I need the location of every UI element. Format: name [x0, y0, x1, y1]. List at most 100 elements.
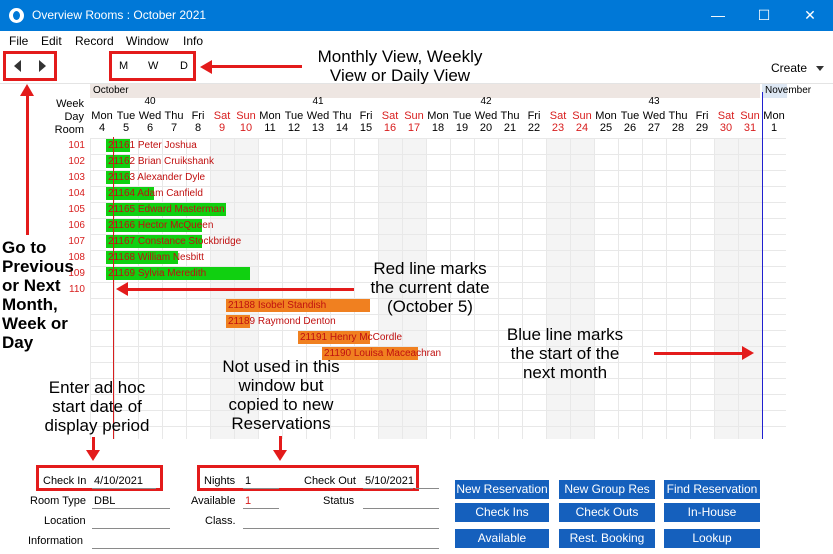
week-header: Week [56, 98, 84, 110]
reservation-bar[interactable]: 21167 Constance Stockbridge [106, 235, 241, 248]
reservation-bar[interactable]: 21165 Edward Masterman [106, 203, 226, 216]
reservation-bar[interactable]: 21188 Isobel Standish [226, 299, 370, 312]
day-name-label: Sun [740, 110, 760, 122]
day-name-label: Mon [427, 110, 449, 122]
annotation-arrow [212, 65, 302, 68]
reservation-label: 21166 Hector McQueen [108, 220, 214, 231]
nights-field[interactable]: 1 [245, 475, 252, 487]
check-ins-button[interactable]: Check Ins [455, 503, 549, 522]
day-name-label: Wed [306, 110, 330, 122]
reservation-label: 21163 Alexander Dyle [108, 172, 206, 183]
day-name-label: Mon [763, 110, 785, 122]
room-label[interactable]: 106 [68, 220, 85, 231]
maximize-button[interactable]: ☐ [757, 7, 771, 23]
monthly-view-button[interactable]: M [119, 60, 129, 72]
previous-arrow-icon[interactable] [14, 60, 21, 72]
field-underline [415, 488, 439, 489]
close-button[interactable]: ✕ [804, 7, 816, 23]
app-icon [9, 8, 24, 23]
week-number-label: 41 [312, 96, 324, 107]
next-arrow-icon[interactable] [39, 60, 46, 72]
menu-record[interactable]: Record [75, 34, 114, 48]
annotation-arrow [128, 288, 354, 291]
rest-booking-button[interactable]: Rest. Booking [559, 529, 655, 548]
room-label[interactable]: 109 [68, 268, 85, 279]
day-number-label: 22 [527, 122, 541, 134]
reservation-bar[interactable]: 21161 Peter Joshua [106, 139, 197, 152]
row-divider [90, 394, 786, 395]
reservation-label: 21168 William Nesbitt [108, 252, 204, 263]
room-label[interactable]: 103 [68, 172, 85, 183]
annotation-arrow [26, 95, 29, 235]
reservation-bar[interactable]: 21164 Adam Canfield [106, 187, 203, 200]
room-label[interactable]: 102 [68, 156, 85, 167]
day-column [498, 138, 522, 439]
class-field[interactable] [243, 528, 439, 529]
menu-edit[interactable]: Edit [41, 34, 62, 48]
menu-window[interactable]: Window [126, 34, 169, 48]
field-underline [363, 488, 413, 489]
annotation-checkin: Enter ad hoc start date of display perio… [44, 378, 150, 435]
arrow-head-icon [273, 450, 287, 461]
day-name-label: Thu [668, 110, 688, 122]
day-number-label: 5 [122, 122, 130, 134]
room-label[interactable]: 101 [68, 140, 85, 151]
create-menu[interactable]: Create [771, 61, 825, 75]
day-name-label: Wed [138, 110, 162, 122]
row-divider [90, 314, 786, 315]
available-label: Available [191, 495, 236, 507]
reservation-bar[interactable]: 21190 Louisa Maceachran [322, 347, 441, 360]
annotation-red-line: Red line marks the current date (October… [370, 259, 490, 316]
room-label[interactable]: 108 [68, 252, 85, 263]
field-underline [92, 508, 170, 509]
reservation-bar[interactable]: 21191 Henry McCordle [298, 331, 402, 344]
day-number-label: 15 [359, 122, 373, 134]
room-type-label: Room Type [30, 495, 87, 507]
day-number-label: 30 [719, 122, 733, 134]
day-name-label: Wed [642, 110, 666, 122]
reservation-label: 21169 Sylvia Meredith [108, 268, 207, 279]
reservation-bar[interactable]: 21169 Sylvia Meredith [106, 267, 250, 280]
room-label[interactable]: 107 [68, 236, 85, 247]
reservation-bar[interactable]: 21162 Brian Cruikshank [106, 155, 214, 168]
in-house-button[interactable]: In-House [664, 503, 760, 522]
day-name-label: Wed [474, 110, 498, 122]
new-group-res-button[interactable]: New Group Res [559, 480, 655, 499]
reservation-bar[interactable]: 21166 Hector McQueen [106, 219, 213, 232]
lookup-button[interactable]: Lookup [664, 529, 760, 548]
reservation-label: 21190 Louisa Maceachran [324, 348, 442, 359]
reservation-bar[interactable]: 21163 Alexander Dyle [106, 171, 205, 184]
check-in-field[interactable]: 4/10/2021 [94, 475, 143, 487]
reservation-bar[interactable]: 21189 Raymond Denton [226, 315, 336, 328]
day-number-label: 31 [743, 122, 757, 134]
room-label[interactable]: 105 [68, 204, 85, 215]
reservation-label: 21167 Constance Stockbridge [108, 236, 242, 247]
check-out-field[interactable]: 5/10/2021 [365, 475, 414, 487]
annotation-arrow [279, 436, 282, 451]
room-label[interactable]: 104 [68, 188, 85, 199]
calendar-grid[interactable]: October November 40 41 42 43 Mon 4 Tue 5 Wed 6 Th… [68, 84, 811, 439]
day-column [690, 138, 714, 439]
find-reservation-button[interactable]: Find Reservation [664, 480, 760, 499]
menu-file[interactable]: File [9, 34, 29, 48]
weekly-view-button[interactable]: W [148, 60, 159, 72]
next-month-line [762, 92, 763, 439]
arrow-head-icon [116, 282, 128, 296]
daily-view-button[interactable]: D [180, 60, 188, 72]
available-field[interactable]: 1 [245, 495, 252, 507]
location-field[interactable] [92, 528, 170, 529]
room-label[interactable]: 110 [69, 284, 85, 295]
status-label: Status [323, 495, 355, 507]
row-divider [90, 170, 786, 171]
menu-info[interactable]: Info [183, 34, 204, 48]
annotation-nav: Go to Previous or Next Month, Week or Da… [2, 238, 74, 352]
reservation-bar[interactable]: 21168 William Nesbitt [106, 251, 204, 264]
minimize-button[interactable]: — [711, 7, 725, 23]
new-reservation-button[interactable]: New Reservation [455, 480, 549, 499]
day-name-label: Tue [116, 110, 136, 122]
information-field[interactable] [92, 548, 439, 549]
check-outs-button[interactable]: Check Outs [559, 503, 655, 522]
available-button[interactable]: Available [455, 529, 549, 548]
room-type-field[interactable]: DBL [94, 495, 116, 507]
chevron-down-icon [816, 66, 825, 72]
